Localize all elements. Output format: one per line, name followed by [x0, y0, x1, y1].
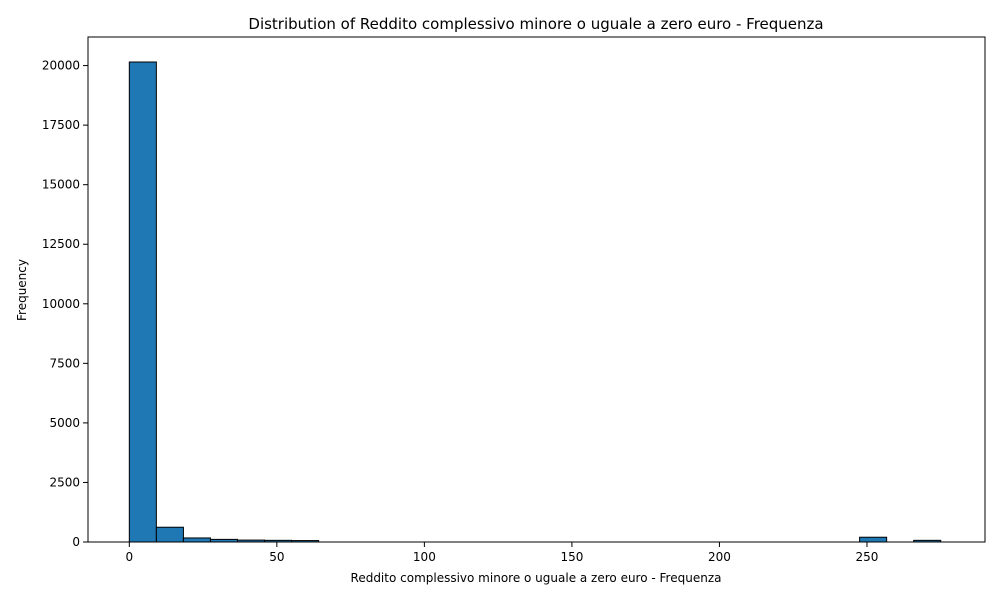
y-tick-label: 10000: [42, 297, 80, 311]
y-axis-label: Frequency: [15, 259, 29, 321]
y-tick-label: 15000: [42, 178, 80, 192]
x-tick-label: 150: [560, 550, 583, 564]
x-tick-label: 50: [269, 550, 284, 564]
y-tick-label: 2500: [49, 475, 80, 489]
y-tick-label: 17500: [42, 118, 80, 132]
y-tick-label: 0: [72, 535, 80, 549]
x-axis-ticks: 0 50 100 150 200 250: [125, 542, 878, 564]
histogram-bar-0: [128, 61, 157, 543]
y-tick-label: 12500: [42, 237, 80, 251]
histogram-bar-2: [182, 537, 211, 543]
histogram-bar-27: [859, 536, 888, 543]
x-axis-label: Reddito complessivo minore o uguale a ze…: [351, 571, 722, 585]
histogram-bar-1: [155, 526, 184, 543]
y-tick-label: 5000: [49, 416, 80, 430]
x-tick-label: 100: [413, 550, 436, 564]
chart-title: Distribution of Reddito complessivo mino…: [248, 15, 823, 33]
plot-area-frame: [87, 36, 986, 543]
x-tick-label: 250: [856, 550, 879, 564]
x-tick-label: 200: [708, 550, 731, 564]
x-tick-label: 0: [125, 550, 133, 564]
bars-group: [128, 61, 942, 543]
y-tick-label: 20000: [42, 59, 80, 73]
y-tick-label: 7500: [49, 356, 80, 370]
y-axis-ticks: 0 2500 5000 7500 10000 12500 15000 17500 20000: [42, 59, 88, 549]
